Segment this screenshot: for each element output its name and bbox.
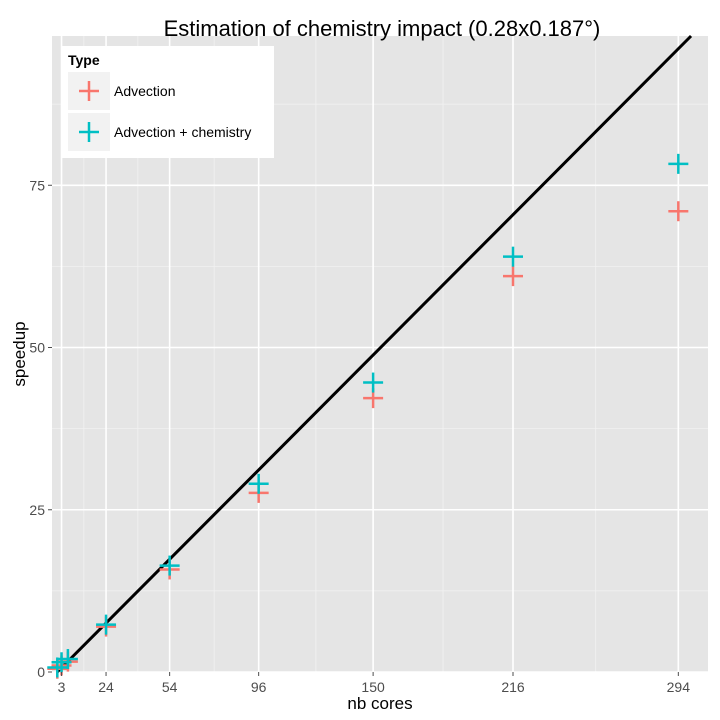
x-tick-label: 24 — [98, 679, 114, 695]
data-point-advection-chemistry — [159, 555, 180, 576]
data-point-advection-chemistry — [96, 614, 117, 635]
x-tick-label: 216 — [501, 679, 525, 695]
y-axis-title: speedup — [10, 321, 29, 386]
x-tick-label: 3 — [58, 679, 66, 695]
x-tick-label: 294 — [667, 679, 691, 695]
x-axis-ticks: 3 24 54 96 150 216 294 — [58, 672, 691, 695]
legend-marker-advection — [79, 81, 99, 101]
legend-plus-marker — [79, 81, 99, 101]
x-tick-label: 96 — [251, 679, 267, 695]
data-point-advection — [668, 201, 689, 222]
data-point-advection-chemistry — [47, 657, 68, 678]
data-point-advection-chemistry — [503, 246, 524, 267]
legend-label-advection-chemistry: Advection + chemistry — [114, 124, 251, 140]
data-point-advection — [503, 266, 524, 287]
x-tick-label: 150 — [361, 679, 385, 695]
legend-title: Type — [68, 52, 100, 68]
data-point-advection-chemistry — [363, 372, 384, 393]
legend: Type Advection Advection + chemistry — [62, 46, 274, 158]
y-tick-label: 50 — [29, 340, 45, 356]
legend-plus-marker — [79, 122, 99, 142]
legend-marker-advection-chemistry — [79, 122, 99, 142]
chart-title: Estimation of chemistry impact (0.28x0.1… — [164, 16, 601, 41]
y-tick-label: 75 — [29, 177, 45, 193]
y-tick-label: 25 — [29, 502, 45, 518]
legend-label-advection: Advection — [114, 83, 175, 99]
data-point-advection-chemistry — [668, 153, 689, 174]
x-axis-title: nb cores — [347, 694, 412, 713]
x-tick-label: 54 — [162, 679, 178, 695]
y-tick-label: 0 — [37, 664, 45, 680]
data-point-advection-chemistry — [57, 649, 78, 670]
y-axis-ticks: 0 25 50 75 — [29, 177, 52, 680]
data-point-advection-chemistry — [248, 473, 269, 494]
